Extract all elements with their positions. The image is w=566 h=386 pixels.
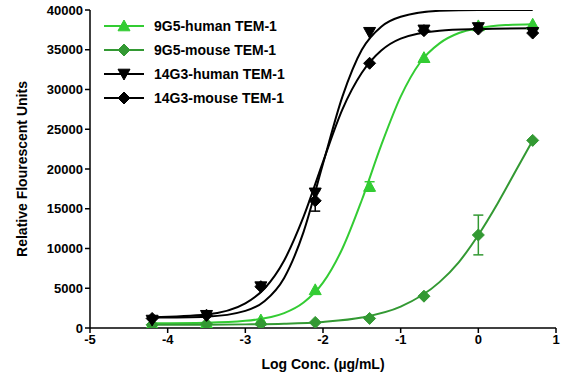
html-text:Relative Flourescent Units: Relative Flourescent Units <box>14 81 30 257</box>
svg-text:-2: -2 <box>317 332 329 347</box>
html-text:9G5-mouse TEM-1: 9G5-mouse TEM-1 <box>154 42 277 58</box>
svg-text:30000: 30000 <box>47 82 83 97</box>
svg-text:-4: -4 <box>162 332 174 347</box>
svg-text:0: 0 <box>475 332 482 347</box>
svg-text:25000: 25000 <box>47 122 83 137</box>
svg-text:1: 1 <box>552 332 558 347</box>
html-text:14G3-human TEM-1: 14G3-human TEM-1 <box>154 66 285 82</box>
svg-text:-1: -1 <box>395 332 407 347</box>
svg-text:-5: -5 <box>84 332 96 347</box>
html-text:9G5-human TEM-1: 9G5-human TEM-1 <box>154 18 277 34</box>
svg-text:0: 0 <box>76 321 83 336</box>
html-text:Log Conc. (µg/mL): Log Conc. (µg/mL) <box>261 356 385 372</box>
svg-text:10000: 10000 <box>47 241 83 256</box>
svg-text:40000: 40000 <box>47 3 83 18</box>
svg-text:-3: -3 <box>240 332 252 347</box>
svg-text:5000: 5000 <box>54 281 83 296</box>
svg-text:35000: 35000 <box>47 42 83 57</box>
html-text:14G3-mouse TEM-1: 14G3-mouse TEM-1 <box>154 90 284 106</box>
svg-text:15000: 15000 <box>47 201 83 216</box>
svg-text:20000: 20000 <box>47 162 83 177</box>
